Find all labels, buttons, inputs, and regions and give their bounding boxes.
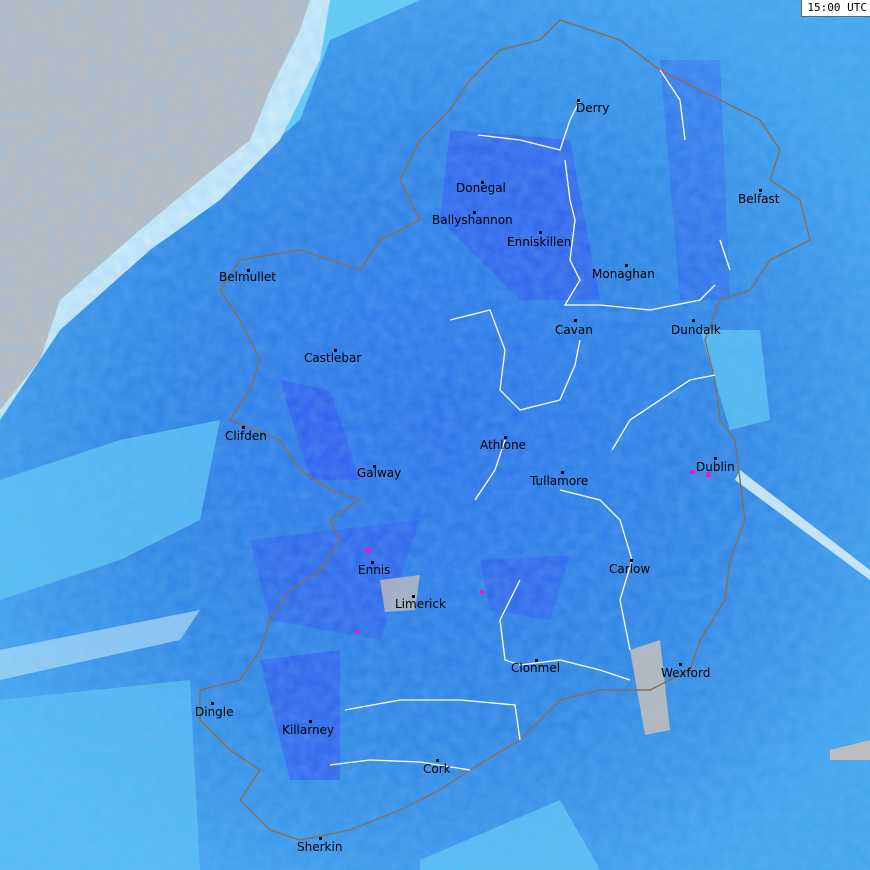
city-label: Castlebar — [304, 351, 361, 365]
city-label: Donegal — [456, 181, 506, 195]
city-cavan: Cavan — [555, 319, 593, 337]
city-dot — [309, 720, 312, 723]
city-belfast: Belfast — [738, 189, 780, 206]
city-dot — [577, 99, 580, 102]
city-dot — [630, 559, 633, 562]
city-killarney: Killarney — [282, 720, 334, 737]
city-belmullet: Belmullet — [219, 269, 276, 284]
city-dingle: Dingle — [195, 702, 234, 719]
city-dot — [334, 349, 337, 352]
city-labels: Derry Donegal Ballyshannon Enniskillen Belfa… — [195, 99, 780, 854]
city-label: Ennis — [358, 563, 390, 577]
city-wexford: Wexford — [661, 663, 710, 680]
city-label: Killarney — [282, 723, 334, 737]
city-dot — [625, 264, 628, 267]
city-carlow: Carlow — [609, 559, 650, 576]
city-dot — [211, 702, 214, 705]
city-enniskillen: Enniskillen — [507, 231, 571, 249]
borders — [329, 69, 731, 771]
city-dot — [481, 181, 484, 184]
city-label: Carlow — [609, 562, 650, 576]
city-dot — [759, 189, 762, 192]
city-castlebar: Castlebar — [304, 349, 361, 365]
city-dot — [319, 837, 322, 840]
city-label: Cavan — [555, 323, 593, 337]
city-dot — [574, 319, 577, 322]
city-dot — [504, 436, 507, 439]
city-dot — [539, 231, 542, 234]
city-label: Monaghan — [592, 267, 655, 281]
city-label: Athlone — [480, 438, 526, 452]
city-label: Wexford — [661, 666, 710, 680]
city-label: Dingle — [195, 705, 234, 719]
city-dot — [714, 457, 717, 460]
city-sherkin: Sherkin — [297, 837, 342, 854]
city-dot — [242, 426, 245, 429]
city-derry: Derry — [576, 99, 609, 115]
city-label: Belmullet — [219, 270, 276, 284]
city-label: Cork — [423, 762, 451, 776]
city-dot — [561, 471, 564, 474]
city-clonmel: Clonmel — [511, 659, 560, 675]
city-label: Galway — [357, 466, 401, 480]
city-label: Derry — [576, 101, 609, 115]
timestamp-label: 15:00 UTC — [801, 0, 870, 17]
city-donegal: Donegal — [456, 181, 506, 195]
city-dot — [436, 759, 439, 762]
city-tullamore: Tullamore — [529, 471, 588, 488]
city-label: Clifden — [225, 429, 267, 443]
city-label: Ballyshannon — [432, 213, 513, 227]
city-cork: Cork — [423, 759, 451, 776]
city-dot — [371, 561, 374, 564]
city-dundalk: Dundalk — [671, 319, 721, 337]
coastline — [199, 19, 811, 841]
city-label: Enniskillen — [507, 235, 571, 249]
city-limerick: Limerick — [395, 595, 446, 611]
city-ennis: Ennis — [358, 561, 390, 577]
city-dot — [247, 269, 250, 272]
city-dot — [412, 595, 415, 598]
city-label: Limerick — [395, 597, 446, 611]
city-label: Dublin — [696, 460, 735, 474]
city-galway: Galway — [357, 465, 401, 480]
city-dot — [692, 319, 695, 322]
city-athlone: Athlone — [480, 436, 526, 452]
city-label: Dundalk — [671, 323, 721, 337]
city-label: Belfast — [738, 192, 780, 206]
city-clifden: Clifden — [225, 426, 267, 443]
city-label: Sherkin — [297, 840, 342, 854]
city-dot — [679, 663, 682, 666]
city-label: Tullamore — [529, 474, 588, 488]
city-dublin: Dublin — [696, 457, 735, 474]
city-dot — [473, 211, 476, 214]
city-ballyshannon: Ballyshannon — [432, 211, 513, 227]
city-label: Clonmel — [511, 661, 560, 675]
city-dot — [535, 659, 538, 662]
city-dot — [373, 465, 376, 468]
city-monaghan: Monaghan — [592, 264, 655, 281]
